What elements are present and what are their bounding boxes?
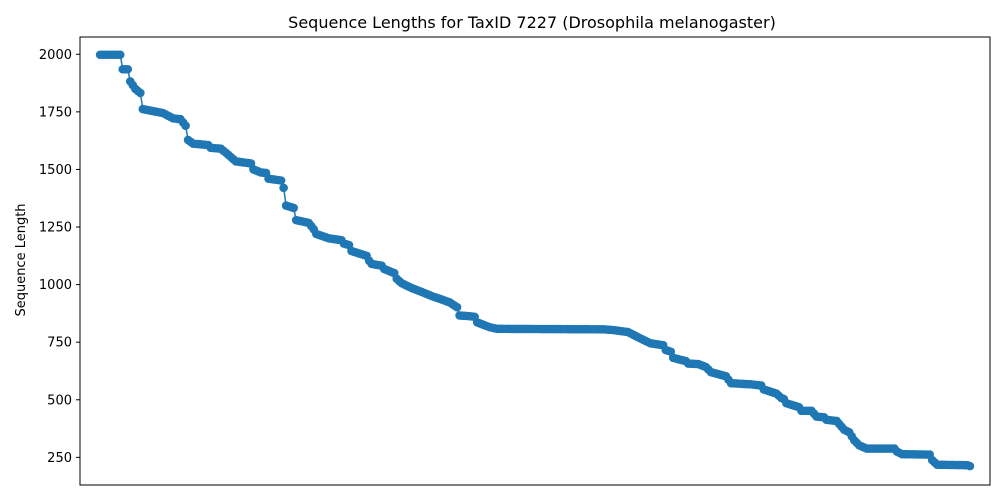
series-layer xyxy=(95,50,975,471)
data-point xyxy=(136,88,145,98)
data-point xyxy=(181,121,190,130)
y-tick-label: 1500 xyxy=(39,163,72,178)
data-point xyxy=(276,176,286,185)
data-point xyxy=(965,461,975,471)
chart-title: Sequence Lengths for TaxID 7227 (Drosoph… xyxy=(288,13,776,32)
y-tick-label: 750 xyxy=(47,336,72,351)
data-point xyxy=(123,64,133,74)
y-axis-ticks: 250 500 750 1000 1250 1500 1750 2000 xyxy=(39,48,80,466)
plot-frame xyxy=(79,36,991,486)
data-point xyxy=(115,50,125,60)
data-point xyxy=(452,302,462,312)
y-tick-label: 250 xyxy=(47,451,72,466)
series-line xyxy=(100,53,971,467)
y-tick-label: 1250 xyxy=(39,221,72,236)
data-point xyxy=(279,183,288,193)
y-tick-label: 500 xyxy=(47,393,72,408)
plot-area: 250 500 750 1000 1250 1500 1750 2000 xyxy=(39,36,991,486)
y-tick-label: 1000 xyxy=(39,278,72,293)
y-tick-label: 2000 xyxy=(39,48,72,63)
data-point xyxy=(289,203,298,213)
y-axis-label: Sequence Length xyxy=(14,203,29,316)
y-tick-label: 1750 xyxy=(39,105,72,120)
